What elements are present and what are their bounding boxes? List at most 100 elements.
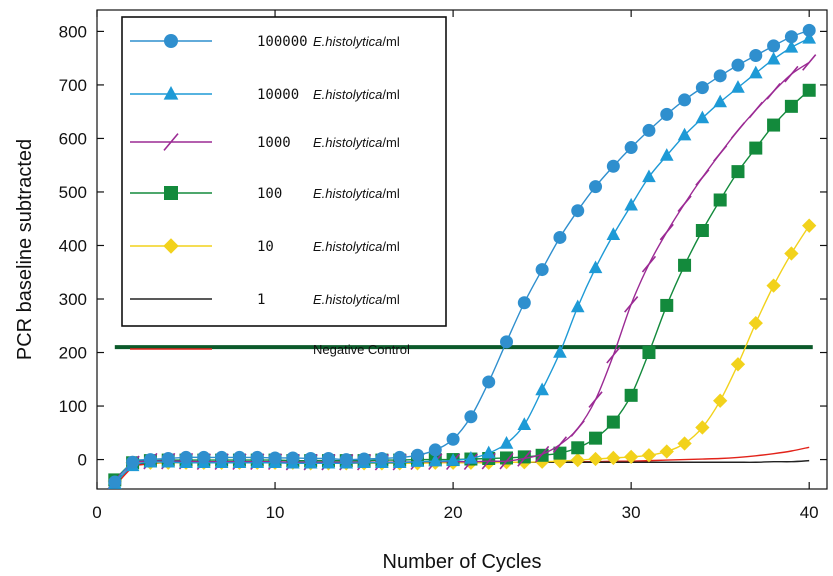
data-point: [802, 83, 816, 97]
y-axis-title: PCR baseline subtracted: [14, 139, 36, 360]
series-line: [114, 61, 810, 482]
data-point: [304, 451, 318, 465]
data-point: [482, 375, 496, 389]
legend-unit: /ml: [382, 186, 399, 201]
data-point: [659, 223, 674, 241]
data-point: [446, 453, 460, 466]
data-point: [428, 443, 442, 457]
data-point: [677, 436, 692, 451]
data-point: [802, 23, 816, 37]
data-point: [660, 107, 674, 121]
data-point: [784, 30, 798, 44]
data-point: [535, 445, 550, 463]
data-point: [215, 450, 229, 464]
legend-species: E.histolytica: [313, 186, 382, 201]
legend-species: E.histolytica: [313, 34, 382, 49]
data-point: [624, 197, 638, 211]
data-point: [749, 48, 763, 62]
legend-entry: 100 E.histolytica/ml: [130, 186, 400, 202]
data-point: [766, 278, 781, 293]
legend-label: E.histolytica/ml: [313, 135, 400, 150]
data-point: [570, 299, 585, 313]
data-point: [499, 436, 514, 449]
legend-label: E.histolytica/ml: [313, 34, 400, 49]
legend-marker: [163, 133, 179, 151]
data-point: [713, 145, 728, 162]
data-point: [784, 65, 799, 83]
data-point: [642, 169, 656, 183]
data-point: [677, 127, 692, 141]
data-point: [552, 436, 568, 453]
legend-species: E.histolytica: [313, 292, 382, 307]
data-point: [659, 444, 674, 459]
data-point: [642, 123, 656, 137]
legend-marker: [163, 238, 179, 254]
data-point: [410, 448, 424, 462]
data-point: [730, 357, 746, 372]
data-point: [784, 99, 798, 113]
data-point: [589, 431, 603, 445]
legend-label: Negative Control: [313, 342, 410, 357]
y-tick-label: 200: [59, 344, 87, 363]
data-point: [464, 410, 478, 424]
legend-entry: Negative Control: [130, 342, 410, 357]
data-point: [606, 159, 620, 173]
data-point: [623, 449, 639, 465]
data-point: [481, 445, 496, 459]
data-point: [286, 451, 300, 465]
data-point: [606, 346, 621, 364]
data-point: [695, 110, 710, 124]
data-point: [339, 453, 353, 467]
data-point: [571, 204, 585, 218]
data-point: [748, 101, 763, 119]
legend-count: 100000: [257, 34, 308, 50]
plot-frame: [96, 9, 828, 490]
legend-marker: [163, 85, 179, 100]
data-point: [784, 246, 799, 261]
legend-entry: 10 E.histolytica/ml: [130, 238, 400, 255]
data-point: [321, 451, 335, 465]
data-point: [375, 451, 389, 465]
data-point: [713, 94, 727, 108]
legend-unit: /ml: [382, 292, 399, 307]
legend-entry: 100000 E.histolytica/ml: [130, 34, 400, 50]
data-point: [641, 448, 657, 463]
data-point: [143, 453, 157, 467]
data-point: [749, 141, 763, 155]
x-axis-title: Number of Cycles: [383, 551, 542, 573]
data-point: [606, 415, 620, 429]
data-point: [624, 388, 638, 402]
data-point: [731, 58, 745, 72]
data-point: [588, 451, 603, 467]
y-tick-label: 400: [59, 236, 87, 255]
x-tick-label: 40: [800, 503, 819, 522]
data-point: [126, 455, 140, 469]
data-point: [695, 420, 710, 435]
data-point: [730, 122, 746, 139]
data-point: [161, 451, 175, 465]
data-point: [588, 260, 603, 274]
x-tick-label: 20: [444, 503, 463, 522]
data-point: [748, 315, 763, 331]
legend-species: E.histolytica: [313, 239, 382, 254]
x-tick-label: 0: [92, 503, 101, 522]
data-point: [589, 180, 603, 194]
data-point: [535, 382, 549, 396]
series-line: [114, 37, 810, 485]
data-point: [232, 450, 246, 464]
data-point: [179, 450, 193, 464]
plot-area: 0 100 200 300 400 500 600 700 800 0 10 20 30 40: [59, 9, 828, 522]
legend: 100000 E.histolytica/ml 10000 E.histolytica…: [121, 16, 447, 357]
data-point: [767, 39, 781, 53]
data-point: [802, 54, 817, 71]
data-point: [624, 141, 638, 155]
data-point: [606, 450, 621, 466]
data-point: [767, 118, 781, 132]
data-point: [659, 148, 674, 161]
legend-box: [121, 16, 447, 327]
legend-count: 100: [257, 186, 282, 202]
data-point: [695, 224, 709, 238]
data-point: [570, 452, 585, 468]
data-point: [108, 475, 122, 489]
